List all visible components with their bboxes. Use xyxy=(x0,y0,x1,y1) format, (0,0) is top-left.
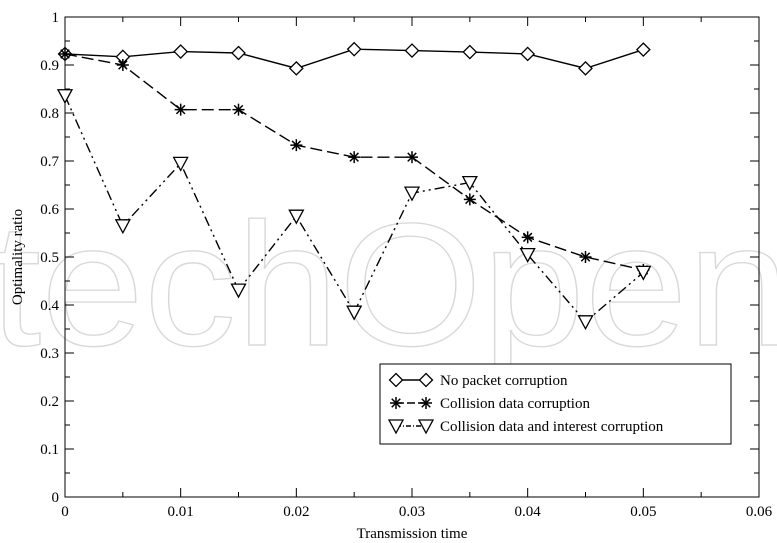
data-point xyxy=(232,103,245,116)
x-axis-label: Transmission time xyxy=(357,526,468,542)
data-point xyxy=(463,193,476,206)
data-point xyxy=(635,42,651,58)
legend-marker xyxy=(420,397,432,409)
data-point xyxy=(346,305,363,321)
series-1 xyxy=(57,41,651,76)
data-point xyxy=(174,103,187,116)
data-point xyxy=(288,209,305,225)
series-3 xyxy=(56,89,652,331)
data-point xyxy=(56,89,74,105)
data-point xyxy=(116,59,129,71)
legend-item: Collision data and interest corruption xyxy=(387,419,664,435)
y-tick-label: 0.8 xyxy=(40,106,59,122)
y-tick-label: 0.9 xyxy=(40,58,59,74)
data-point xyxy=(461,175,478,191)
legend-marker xyxy=(388,372,404,388)
y-tick-label: 0.5 xyxy=(40,250,59,266)
series-2 xyxy=(59,47,650,276)
legend-marker xyxy=(417,419,435,435)
legend-item: No packet corruption xyxy=(388,372,568,389)
x-tick-label: 0 xyxy=(61,504,69,520)
x-tick-label: 0.05 xyxy=(630,504,656,520)
y-tick-label: 0.6 xyxy=(40,202,59,218)
y-tick-label: 0 xyxy=(52,490,60,506)
data-point xyxy=(404,43,420,59)
y-tick-label: 0.2 xyxy=(40,394,59,410)
data-point xyxy=(519,247,536,263)
axis-ticks: 0 0.01 0.02 0.03 0.04 0.05 0.06 0 0.1 0.2 0.3 0.4 0.… xyxy=(40,10,772,520)
data-point xyxy=(577,315,594,331)
data-point xyxy=(290,139,303,152)
data-point xyxy=(348,151,361,164)
data-point xyxy=(579,251,592,263)
legend-box xyxy=(379,363,732,445)
legend-marker xyxy=(390,397,402,409)
data-point xyxy=(114,219,131,235)
data-point xyxy=(521,231,534,244)
legend-label: Collision data and interest corruption xyxy=(440,419,664,435)
data-point xyxy=(520,46,536,62)
data-point xyxy=(406,151,418,164)
y-tick-label: 0.4 xyxy=(40,298,59,314)
data-point xyxy=(462,44,478,60)
watermark: techOpen xyxy=(0,188,777,383)
data-point xyxy=(231,45,246,61)
x-tick-label: 0.02 xyxy=(283,504,309,520)
data-point xyxy=(346,41,362,57)
data-point xyxy=(578,60,593,76)
data-point xyxy=(173,44,189,59)
y-tick-label: 0.1 xyxy=(40,442,59,458)
y-tick-label: 0.7 xyxy=(40,154,59,170)
legend: No packet corruption Collision data corru… xyxy=(379,363,732,445)
legend-label: No packet corruption xyxy=(440,373,568,389)
data-point xyxy=(635,265,652,281)
x-tick-label: 0.06 xyxy=(746,504,773,520)
x-tick-label: 0.03 xyxy=(399,504,425,520)
data-point xyxy=(288,60,304,76)
legend-item: Collision data corruption xyxy=(390,396,590,412)
data-point xyxy=(59,47,71,60)
x-tick-label: 0.04 xyxy=(515,504,542,520)
legend-label: Collision data corruption xyxy=(440,396,590,412)
legend-marker xyxy=(418,372,434,388)
series-layer xyxy=(56,41,652,331)
data-point xyxy=(172,156,189,172)
y-axis-label: Optimality ratio xyxy=(10,209,26,305)
y-tick-label: 1 xyxy=(52,10,60,26)
legend-marker xyxy=(387,419,405,435)
data-point xyxy=(403,186,421,202)
y-tick-label: 0.3 xyxy=(40,346,59,362)
x-tick-label: 0.01 xyxy=(168,504,194,520)
data-point xyxy=(230,283,247,299)
